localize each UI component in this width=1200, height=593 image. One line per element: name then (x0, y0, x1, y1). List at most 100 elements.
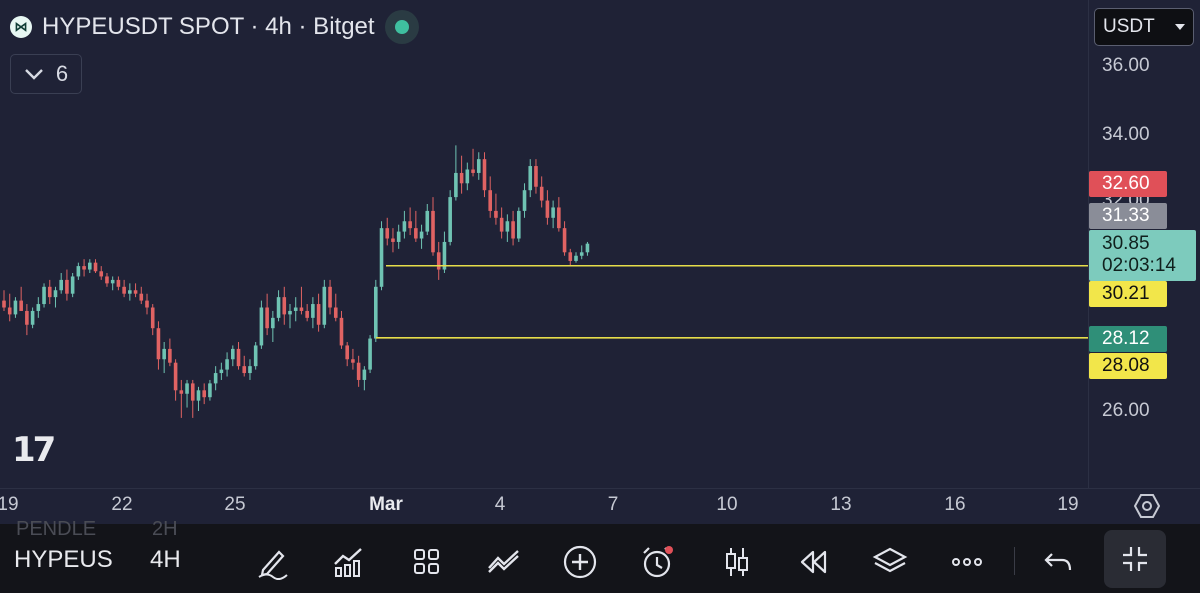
candle-body (122, 286, 126, 294)
candle-body (568, 252, 573, 261)
time-tick: 10 (716, 494, 738, 515)
candle (65, 269, 69, 301)
candle (345, 342, 349, 367)
candle (293, 297, 298, 322)
chart-area[interactable]: ⋈ HYPEUSDT SPOT · 4h · Bitget 6 17 (0, 0, 1088, 488)
candle-body (448, 197, 452, 242)
candle (13, 297, 18, 318)
candle-body (145, 300, 149, 308)
candle-body (385, 228, 390, 239)
pen-icon[interactable] (255, 544, 291, 580)
replay-icon[interactable] (795, 544, 831, 580)
time-axis[interactable] (0, 488, 1200, 524)
candle-body (253, 345, 258, 367)
more-icon[interactable] (949, 544, 985, 580)
candle-body (70, 276, 75, 294)
candle-body (65, 279, 69, 294)
candle-body (402, 221, 407, 232)
indicators-collapse-button[interactable]: 6 (10, 54, 82, 94)
candle (362, 366, 367, 391)
candle (585, 241, 590, 256)
candle-body (59, 279, 63, 291)
time-tick: 16 (944, 494, 966, 515)
candle-body (282, 297, 287, 315)
candlestick-chart[interactable] (0, 0, 1088, 488)
candle-body (190, 383, 195, 401)
time-tick: 25 (224, 494, 246, 515)
candle-body (333, 307, 338, 318)
candle (253, 342, 258, 370)
candle-body (99, 271, 104, 277)
hexagon-settings-icon[interactable] (1134, 493, 1160, 519)
candle-body (196, 390, 201, 401)
candle-body (534, 166, 538, 187)
candle-body (47, 286, 52, 298)
candle-body (93, 262, 98, 272)
candle (505, 214, 510, 242)
candle (219, 362, 224, 380)
candle-body (225, 359, 229, 370)
candle (190, 379, 195, 418)
ghost-symbol-above: PENDLE (16, 518, 97, 540)
candle-body (76, 266, 81, 277)
currency-selector[interactable]: USDT (1094, 8, 1194, 46)
candle-body (276, 297, 281, 318)
time-tick: 19 (0, 494, 19, 515)
candle-body (156, 328, 161, 360)
candle (82, 259, 86, 277)
candle (374, 279, 378, 342)
candle (436, 241, 441, 280)
compare-icon[interactable] (486, 544, 522, 580)
candle (248, 359, 252, 380)
price-label: 28.12 (1089, 326, 1167, 352)
candle-body (259, 307, 264, 346)
candle (419, 224, 424, 249)
candle (402, 210, 407, 239)
candle (574, 252, 578, 263)
candle (305, 304, 309, 322)
candle-body (454, 172, 458, 198)
candle (231, 345, 235, 367)
candle (442, 231, 447, 273)
candle (517, 207, 521, 242)
candle-body (517, 210, 521, 239)
candle (236, 342, 241, 370)
candle (25, 304, 29, 336)
price-tick: 26.00 (1102, 400, 1150, 421)
layers-icon[interactable] (872, 544, 908, 580)
toolbar-timeframe[interactable]: 4H (150, 546, 181, 573)
candle-body (88, 262, 92, 270)
undo-icon[interactable] (1040, 544, 1076, 580)
candle-body (116, 279, 121, 287)
hyperliquid-logo-icon: ⋈ (10, 16, 32, 38)
candle (19, 286, 23, 311)
candle-body (562, 228, 567, 253)
candle-body (414, 228, 418, 239)
candle (242, 355, 247, 377)
candle (265, 293, 269, 336)
candle (539, 176, 544, 208)
currency-value: USDT (1103, 16, 1155, 37)
candle-body (53, 290, 58, 298)
candle-body (133, 290, 138, 294)
symbol-title[interactable]: HYPEUSDT SPOT · 4h · Bitget (42, 13, 375, 40)
market-status-icon (384, 10, 419, 44)
fullscreen-exit-button[interactable] (1104, 530, 1166, 588)
candle (482, 152, 487, 198)
indicators-icon[interactable] (331, 544, 367, 580)
candle (202, 383, 206, 405)
candle (185, 379, 189, 408)
grid-icon[interactable] (409, 544, 445, 580)
price-label: 28.08 (1089, 353, 1167, 379)
alert-icon[interactable] (639, 544, 675, 580)
toolbar-symbol[interactable]: HYPEUS (14, 546, 113, 573)
candle (557, 197, 561, 232)
candle (288, 304, 292, 329)
candle (414, 210, 418, 242)
add-icon[interactable] (562, 544, 598, 580)
candle (471, 148, 475, 177)
candle-body (13, 300, 18, 315)
candles-icon[interactable] (719, 544, 755, 580)
candle (47, 279, 52, 305)
candle (196, 386, 201, 411)
